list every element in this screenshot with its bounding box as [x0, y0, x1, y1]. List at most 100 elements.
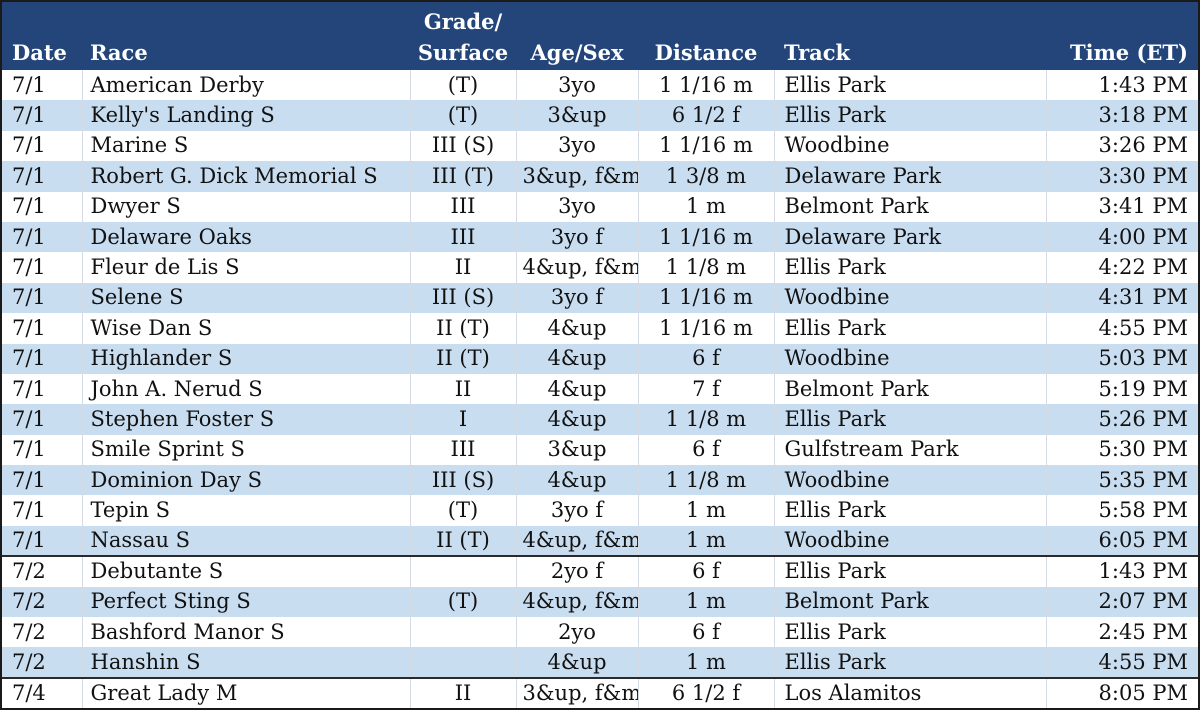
- cell-age-sex: 3&up: [516, 100, 639, 131]
- cell-grade-surface: III: [410, 434, 517, 466]
- cell-race: Stephen Foster S: [82, 404, 411, 435]
- cell-track: Ellis Park: [774, 70, 1047, 101]
- cell-date: 7/1: [2, 343, 83, 374]
- cell-race: Delaware Oaks: [82, 221, 411, 253]
- table-header: Date Race Grade/ Surface Age/Sex Distanc…: [2, 2, 1198, 70]
- table-row: 7/2 Hanshin S 4&up 1 m Ellis Park 4:55 PM: [2, 647, 1198, 678]
- cell-age-sex: 3yo: [516, 191, 639, 222]
- cell-time: 5:19 PM: [1098, 376, 1188, 401]
- cell-date: 7/2: [2, 586, 83, 618]
- cell-age-sex: 3yo f: [516, 495, 639, 526]
- cell-race: Wise Dan S: [82, 313, 411, 344]
- cell-grade-surface: II (T): [410, 313, 517, 344]
- cell-age-sex: 3yo f: [516, 282, 639, 314]
- header-race: Race: [90, 40, 148, 65]
- table-row: 7/1 Kelly's Landing S (T) 3&up 6 1/2 f Ellis …: [2, 100, 1198, 131]
- cell-track: Woodbine: [774, 343, 1047, 374]
- cell-age-sex: 4&up: [516, 404, 639, 435]
- cell-age-sex: 3&up, f&m: [516, 161, 639, 192]
- table-row: 7/2 Bashford Manor S 2yo 6 f Ellis Park 2:45 …: [2, 617, 1198, 648]
- cell-date: 7/1: [2, 130, 83, 162]
- cell-track: Ellis Park: [774, 647, 1047, 678]
- header-date: Date: [12, 40, 67, 65]
- cell-distance: 1 1/16 m: [638, 313, 775, 344]
- cell-date: 7/1: [2, 434, 83, 466]
- cell-time: 3:26 PM: [1098, 133, 1188, 158]
- cell-track: Belmont Park: [774, 373, 1047, 405]
- table-row: 7/1 Nassau S II (T) 4&up, f&m 1 m Woodbine 6:0…: [2, 525, 1198, 557]
- cell-track: Belmont Park: [774, 586, 1047, 618]
- table-row: 7/1 American Derby (T) 3yo 1 1/16 m Ellis Par…: [2, 70, 1198, 101]
- table-row: 7/1 Wise Dan S II (T) 4&up 1 1/16 m Ellis Par…: [2, 313, 1198, 344]
- cell-distance: 6 f: [638, 617, 775, 648]
- table-row: 7/1 John A. Nerud S II 4&up 7 f Belmont Park 5…: [2, 373, 1198, 405]
- header-grade-surface: Grade/ Surface: [410, 2, 516, 70]
- header-grade-line1: Grade/: [423, 9, 503, 34]
- header-age-sex: Age/Sex: [530, 40, 624, 65]
- cell-track: Ellis Park: [774, 617, 1047, 648]
- cell-track: Woodbine: [774, 525, 1047, 557]
- cell-time: 4:00 PM: [1098, 224, 1188, 249]
- table-row: 7/1 Dwyer S III 3yo 1 m Belmont Park 3:41 PM: [2, 191, 1198, 222]
- cell-age-sex: 3yo: [516, 130, 639, 162]
- cell-grade-surface: II: [410, 676, 517, 709]
- cell-grade-surface: (T): [410, 495, 517, 526]
- cell-time: 3:30 PM: [1098, 163, 1188, 188]
- cell-time: 4:55 PM: [1098, 649, 1188, 674]
- cell-age-sex: 4&up: [516, 465, 639, 496]
- cell-track: Ellis Park: [774, 555, 1047, 587]
- cell-grade-surface: [410, 555, 517, 587]
- cell-date: 7/1: [2, 313, 83, 344]
- cell-grade-surface: III: [410, 221, 517, 253]
- cell-distance: 1 1/16 m: [638, 130, 775, 162]
- cell-time: 5:30 PM: [1098, 437, 1188, 462]
- cell-age-sex: 4&up, f&m: [516, 252, 639, 283]
- cell-grade-surface: III: [410, 191, 517, 222]
- cell-track: Ellis Park: [774, 404, 1047, 435]
- cell-distance: 1 m: [638, 586, 775, 618]
- cell-track: Ellis Park: [774, 252, 1047, 283]
- cell-race: Hanshin S: [82, 647, 411, 678]
- cell-date: 7/1: [2, 191, 83, 222]
- cell-grade-surface: III (S): [410, 282, 517, 314]
- table-row: 7/1 Fleur de Lis S II 4&up, f&m 1 1/8 m Ellis…: [2, 252, 1198, 283]
- cell-time: 6:05 PM: [1098, 528, 1188, 553]
- cell-track: Woodbine: [774, 130, 1047, 162]
- table-row: 7/1 Smile Sprint S III 3&up 6 f Gulfstream Pa…: [2, 434, 1198, 466]
- cell-time: 3:41 PM: [1098, 194, 1188, 219]
- cell-distance: 1 m: [638, 525, 775, 557]
- cell-grade-surface: (T): [410, 70, 517, 101]
- cell-age-sex: 4&up: [516, 343, 639, 374]
- cell-date: 7/1: [2, 282, 83, 314]
- cell-race: Nassau S: [82, 525, 411, 557]
- cell-time: 4:22 PM: [1098, 255, 1188, 280]
- cell-age-sex: 3&up, f&m: [516, 676, 639, 709]
- cell-distance: 1 1/16 m: [638, 282, 775, 314]
- cell-distance: 1 m: [638, 495, 775, 526]
- cell-distance: 6 1/2 f: [638, 100, 775, 131]
- cell-race: Robert G. Dick Memorial S: [82, 161, 411, 192]
- cell-race: Great Lady M: [82, 676, 411, 709]
- table-row: 7/1 Marine S III (S) 3yo 1 1/16 m Woodbine 3:2…: [2, 130, 1198, 162]
- cell-race: Kelly's Landing S: [82, 100, 411, 131]
- cell-track: Delaware Park: [774, 221, 1047, 253]
- cell-distance: 7 f: [638, 373, 775, 405]
- cell-grade-surface: (T): [410, 100, 517, 131]
- cell-date: 7/2: [2, 555, 83, 587]
- cell-age-sex: 3yo: [516, 70, 639, 101]
- cell-distance: 6 f: [638, 343, 775, 374]
- cell-track: Delaware Park: [774, 161, 1047, 192]
- cell-race: Bashford Manor S: [82, 617, 411, 648]
- cell-age-sex: 4&up: [516, 313, 639, 344]
- cell-race: American Derby: [82, 70, 411, 101]
- cell-date: 7/1: [2, 70, 83, 101]
- cell-race: Smile Sprint S: [82, 434, 411, 466]
- cell-distance: 1 1/8 m: [638, 404, 775, 435]
- cell-race: Perfect Sting S: [82, 586, 411, 618]
- cell-age-sex: 4&up, f&m: [516, 586, 639, 618]
- cell-age-sex: 2yo f: [516, 555, 639, 587]
- cell-age-sex: 3yo f: [516, 221, 639, 253]
